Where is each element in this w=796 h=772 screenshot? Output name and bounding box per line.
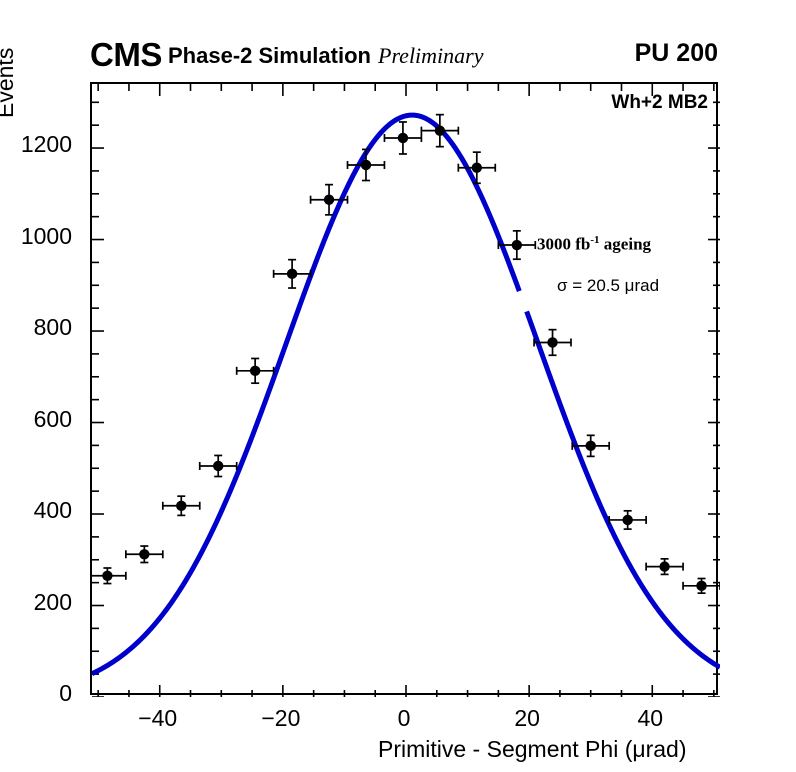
data-point	[420, 113, 460, 148]
y-tick-label: 400	[33, 497, 72, 523]
x-tick-label: 20	[514, 705, 540, 731]
data-series	[92, 113, 720, 595]
pileup-label: PU 200	[634, 39, 718, 67]
data-point	[272, 258, 312, 289]
x-axis-title: Primitive - Segment Phi (μrad)	[378, 736, 687, 762]
y-tick-label: 800	[33, 314, 72, 341]
data-marker	[471, 162, 483, 173]
ageing-value: 3000 fb	[537, 234, 591, 254]
data-point	[92, 567, 127, 585]
data-point	[682, 577, 720, 595]
y-tick-label: 1200	[20, 131, 72, 158]
ageing-suffix: ageing	[599, 234, 652, 254]
x-tick-label: 0	[397, 705, 411, 731]
ageing-label: 3000 fb-1 ageing	[537, 234, 651, 255]
data-marker	[323, 194, 335, 205]
y-tick-label: 1000	[20, 222, 72, 249]
data-marker	[213, 460, 224, 472]
data-marker	[585, 440, 596, 452]
ageing-exponent: -1	[590, 234, 600, 246]
simulation-label: Phase-2 Simulation	[168, 43, 371, 68]
data-marker	[659, 561, 670, 572]
gaussian-fit-curve-segment-0	[92, 112, 522, 676]
y-tick-label: 600	[33, 405, 72, 432]
data-point	[198, 454, 238, 478]
data-point	[346, 148, 386, 182]
data-point	[497, 229, 537, 261]
y-tick-label: 0	[59, 680, 72, 706]
x-tick-label: −40	[138, 705, 178, 731]
data-point	[161, 495, 201, 517]
data-point	[645, 557, 684, 576]
data-point	[383, 121, 423, 155]
data-point	[235, 357, 275, 385]
data-point	[533, 328, 572, 357]
data-marker	[286, 268, 298, 280]
plot-header: CMS Phase-2 Simulation Preliminary PU 20…	[0, 0, 796, 82]
x-tick-label: −20	[261, 705, 301, 731]
data-marker	[249, 365, 261, 377]
data-marker	[360, 159, 372, 171]
y-tick-label: 200	[33, 588, 72, 615]
data-marker	[397, 132, 409, 144]
data-point	[457, 151, 497, 185]
data-point	[608, 509, 647, 530]
preliminary-label: Preliminary	[378, 43, 484, 68]
sigma-label: σ = 20.5 μrad	[557, 276, 660, 295]
chart-canvas	[92, 84, 720, 697]
data-marker	[511, 239, 523, 251]
data-marker	[622, 514, 633, 526]
data-marker	[434, 125, 446, 136]
y-axis-title: Events	[0, 47, 18, 118]
plot-frame: Wh+2 MB2 3000 fb-1 ageing σ = 20.5 μrad	[90, 82, 720, 697]
data-marker	[139, 549, 150, 560]
cms-logo-label: CMS	[90, 36, 162, 73]
data-marker	[102, 570, 113, 581]
data-marker	[696, 580, 707, 592]
data-point	[309, 183, 349, 216]
data-point	[571, 434, 611, 458]
station-label: Wh+2 MB2	[611, 92, 708, 113]
data-marker	[547, 337, 558, 348]
data-marker	[176, 500, 187, 511]
data-point	[125, 545, 164, 564]
gaussian-fit-curve-segment-1	[524, 310, 720, 670]
x-tick-label: 40	[637, 705, 664, 731]
